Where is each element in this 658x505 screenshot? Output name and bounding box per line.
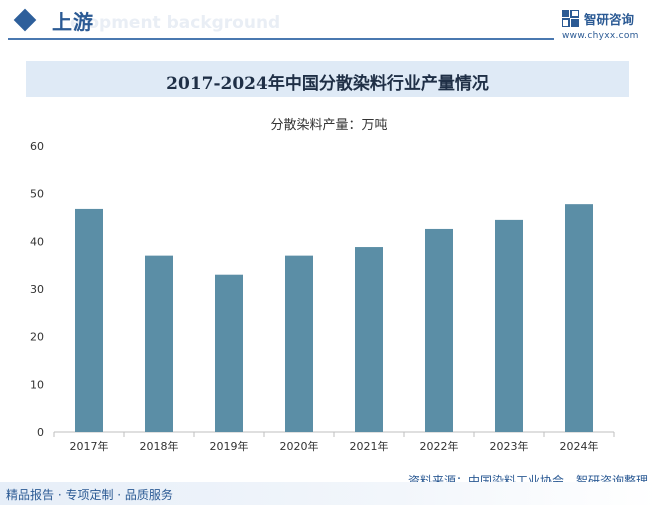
footer-background bbox=[0, 482, 658, 505]
x-tick-label: 2023年 bbox=[490, 439, 529, 453]
brand-logo: 智研咨询 www.chyxx.com bbox=[562, 9, 652, 43]
bar bbox=[285, 255, 313, 432]
footer-slogan: 精品报告 · 专项定制 · 品质服务 bbox=[6, 488, 173, 502]
x-tick-label: 2024年 bbox=[560, 439, 599, 453]
x-tick-label: 2022年 bbox=[420, 439, 459, 453]
x-tick-label: 2019年 bbox=[210, 439, 249, 453]
y-tick-label: 30 bbox=[30, 283, 44, 296]
bar bbox=[145, 255, 173, 432]
bar bbox=[355, 247, 383, 432]
title-band: 2017-2024年中国分散染料行业产量情况 bbox=[26, 61, 629, 97]
bar bbox=[75, 208, 103, 432]
x-tick-label: 2021年 bbox=[350, 439, 389, 453]
bar bbox=[495, 219, 523, 432]
brand-url: www.chyxx.com bbox=[562, 31, 639, 41]
section-title: 上游 bbox=[52, 10, 94, 34]
header: elopment background 上游 智研咨询 www.chyxx.co… bbox=[0, 0, 658, 46]
bar bbox=[215, 274, 243, 432]
y-tick-label: 50 bbox=[30, 188, 44, 201]
brand-name: 智研咨询 bbox=[584, 12, 635, 27]
unit-label: 分散染料产量：万吨 bbox=[270, 118, 388, 133]
y-tick-label: 0 bbox=[37, 426, 44, 439]
chart-title: 2017-2024年中国分散染料行业产量情况 bbox=[166, 74, 489, 94]
bar bbox=[425, 228, 453, 432]
x-tick-label: 2020年 bbox=[280, 439, 319, 453]
y-tick-label: 60 bbox=[30, 140, 44, 153]
footer-bar: 精品报告 · 专项定制 · 品质服务 bbox=[0, 482, 658, 505]
y-tick-label: 20 bbox=[30, 331, 44, 344]
header-watermark-text: elopment background bbox=[70, 13, 281, 33]
header-divider bbox=[8, 38, 554, 40]
x-tick-label: 2017年 bbox=[70, 439, 109, 453]
y-tick-label: 10 bbox=[30, 378, 44, 391]
y-tick-label: 40 bbox=[30, 235, 44, 248]
bar bbox=[565, 204, 593, 432]
brand-logo-icon bbox=[562, 10, 579, 27]
x-tick-label: 2018年 bbox=[140, 439, 179, 453]
bar-chart: 0 10 20 30 40 50 60 2017年 2018年 2019年 2020年 2021年 20… bbox=[30, 140, 615, 453]
